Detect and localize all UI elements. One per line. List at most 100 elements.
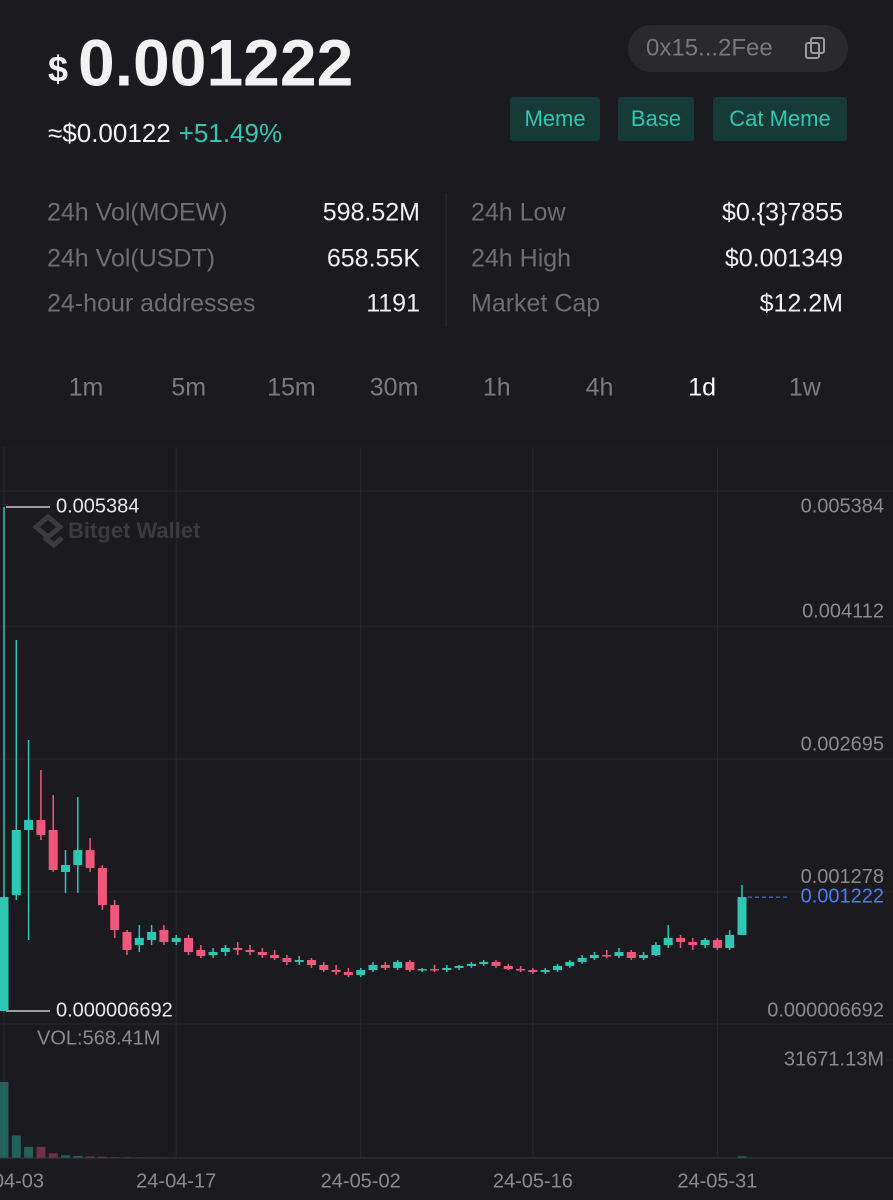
candle-body: [171, 937, 181, 942]
tag[interactable]: [510, 97, 600, 141]
candle-body: [270, 955, 280, 959]
change: +51.49%: [179, 118, 282, 148]
candle-body: [331, 970, 341, 972]
volume-bar: [73, 1155, 83, 1158]
stat-value: 658.55K: [327, 245, 420, 273]
last-price-label: 0.001222: [801, 885, 884, 907]
stat-label: 24h High: [471, 245, 571, 273]
tag[interactable]: [618, 97, 694, 141]
candle-body: [503, 965, 513, 969]
copy-icon: [805, 42, 820, 59]
copy-icon-back: [810, 37, 825, 54]
tag-label: Cat Meme: [729, 106, 830, 131]
price: 0.001222: [78, 25, 353, 99]
timeframe[interactable]: 30m: [370, 374, 419, 402]
candle-body: [24, 819, 34, 830]
candle-body: [196, 949, 206, 956]
candle-body: [208, 952, 218, 956]
candle-body: [417, 968, 427, 971]
volume-bar: [85, 1156, 95, 1158]
candle-body: [540, 970, 550, 972]
candle-body: [61, 864, 70, 872]
candle-body: [466, 963, 476, 966]
stat-label: 24h Vol(USDT): [47, 245, 215, 273]
candle-body: [700, 940, 710, 945]
candle-body: [405, 961, 415, 971]
volume-bar: [737, 1156, 747, 1158]
approx-value: ≈$0.00122: [48, 118, 171, 148]
y-tick-label: 0.001278: [801, 866, 884, 888]
candle-body: [134, 937, 144, 945]
volume-bar: [36, 1146, 46, 1158]
candle-body: [577, 958, 587, 962]
candle-body: [725, 934, 735, 948]
volume-bar: [11, 1135, 21, 1158]
timeframe[interactable]: 1h: [483, 374, 511, 402]
x-tick-label: 24-05-31: [677, 1170, 757, 1192]
volume-tick-label: 31671.13M: [784, 1048, 884, 1070]
range-axis-label: 0.005384: [801, 495, 884, 517]
range-label: 0.005384: [56, 495, 139, 517]
candle-body: [589, 955, 599, 959]
candle-body: [294, 959, 304, 962]
candle-body: [393, 961, 403, 968]
x-tick-label: 24-05-16: [493, 1170, 573, 1192]
tag[interactable]: [713, 97, 847, 141]
stat-value: $12.2M: [760, 290, 843, 318]
candle-body: [614, 952, 624, 956]
candle-body: [147, 931, 157, 941]
address-pill[interactable]: [628, 25, 848, 72]
timeframe[interactable]: 5m: [171, 374, 206, 402]
candle-body: [688, 941, 698, 945]
candle-body: [565, 961, 575, 966]
x-tick-label: 24-04-17: [136, 1170, 216, 1192]
candle-body: [356, 970, 366, 975]
x-tick-label: 24-05-02: [321, 1170, 401, 1192]
volume-bar: [48, 1153, 58, 1158]
candle-body: [307, 959, 316, 965]
candle-body: [651, 944, 661, 956]
timeframe[interactable]: 15m: [267, 374, 316, 402]
candle-body: [110, 904, 120, 930]
range-axis-label: 0.000006692: [767, 999, 884, 1021]
candle-body: [245, 949, 255, 953]
candle-body: [639, 955, 649, 959]
tag-label: Meme: [524, 106, 585, 131]
timeframe[interactable]: 1m: [69, 374, 104, 402]
candle-body: [380, 964, 390, 968]
candle-body: [85, 850, 95, 869]
watermark-icon: [32, 513, 64, 549]
approx-price: ≈$0.00122 +51.49%: [48, 118, 282, 148]
currency: $: [48, 49, 68, 90]
stat-value: $0.{3}7855: [722, 199, 843, 227]
watermark: Bitget Wallet: [68, 518, 201, 543]
stat-label: Market Cap: [471, 290, 600, 318]
candle-body: [516, 968, 526, 971]
candle-body: [368, 964, 378, 971]
candle-body: [97, 868, 107, 905]
candle-body: [602, 955, 612, 957]
candle-body: [343, 971, 353, 975]
stat-value: $0.001349: [725, 245, 843, 273]
candle-body: [48, 829, 58, 871]
candle-body: [220, 947, 230, 953]
stat-label: 24h Low: [471, 199, 566, 227]
volume-bar: [61, 1155, 70, 1158]
timeframe[interactable]: 1w: [789, 374, 822, 402]
timeframe[interactable]: 1d: [688, 374, 716, 402]
range-label: 0.000006692: [56, 999, 173, 1021]
candle-body: [233, 947, 243, 950]
timeframe[interactable]: 4h: [586, 374, 614, 402]
stat-label: 24h Vol(MOEW): [47, 199, 228, 227]
x-tick-label: 24-04-03: [0, 1170, 44, 1192]
candle-body: [11, 829, 21, 896]
candle-body: [122, 931, 132, 950]
candle-body: [626, 952, 636, 959]
candle-body: [319, 964, 329, 971]
y-tick-label: 0.002695: [801, 733, 884, 755]
volume-bar: [97, 1156, 107, 1158]
tag-label: Base: [631, 106, 681, 131]
candle-body: [73, 850, 83, 865]
address: 0x15...2Fee: [646, 34, 773, 61]
